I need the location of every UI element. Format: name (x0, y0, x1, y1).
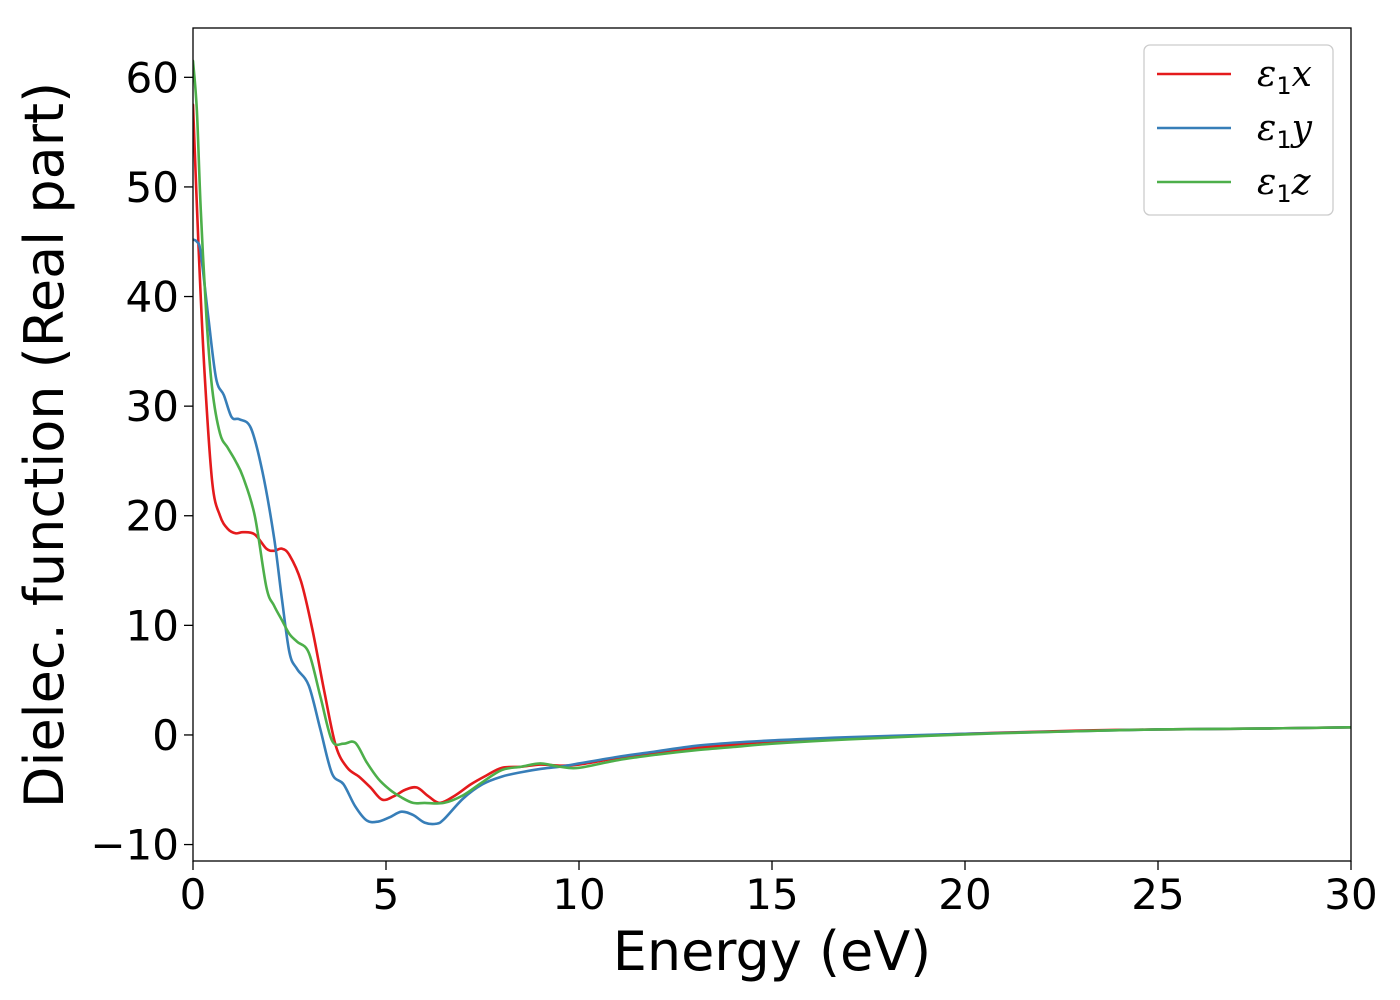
y-tick-label: 40 (126, 273, 179, 322)
y-tick-label: −10 (90, 821, 179, 870)
y-tick-label: 50 (126, 163, 179, 212)
x-tick-label: 0 (180, 870, 207, 919)
y-tick-label: 30 (126, 382, 179, 431)
x-tick-label: 15 (745, 870, 798, 919)
x-axis-title: Energy (eV) (613, 920, 932, 983)
y-axis-title: Dielec. function (Real part) (13, 82, 76, 808)
y-tick-label: 60 (126, 53, 179, 102)
series-line-y (193, 238, 1351, 826)
y-tick-label: 10 (126, 601, 179, 650)
series-line-x (193, 103, 1351, 805)
x-tick-label: 30 (1324, 870, 1377, 919)
legend-label-x: ε1x (1257, 54, 1312, 100)
legend: ε1x ε1y ε1z (1143, 44, 1334, 216)
y-axis: −10 0 10 20 30 40 50 60 (90, 53, 193, 870)
x-tick-label: 10 (552, 870, 605, 919)
x-axis: 0 5 10 15 20 25 30 (180, 861, 1378, 919)
x-tick-label: 20 (938, 870, 991, 919)
x-tick-label: 25 (1131, 870, 1184, 919)
y-tick-label: 0 (152, 711, 179, 760)
series-layer (193, 59, 1351, 826)
legend-label-z: ε1z (1257, 162, 1312, 208)
legend-box (1143, 44, 1334, 216)
legend-label-y: ε1y (1257, 108, 1313, 154)
series-line-z (193, 59, 1351, 805)
x-tick-label: 5 (373, 870, 400, 919)
y-tick-label: 20 (126, 492, 179, 541)
